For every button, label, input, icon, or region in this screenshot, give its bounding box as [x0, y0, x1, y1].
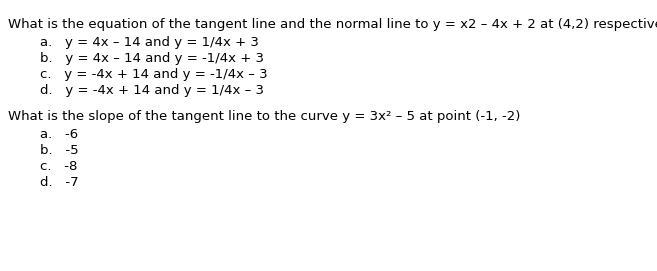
Text: d.   -7: d. -7 [40, 176, 79, 189]
Text: d.   y = -4x + 14 and y = 1/4x – 3: d. y = -4x + 14 and y = 1/4x – 3 [40, 84, 264, 97]
Text: What is the slope of the tangent line to the curve y = 3x² – 5 at point (-1, -2): What is the slope of the tangent line to… [8, 110, 520, 123]
Text: a.   y = 4x – 14 and y = 1/4x + 3: a. y = 4x – 14 and y = 1/4x + 3 [40, 36, 259, 49]
Text: a.   -6: a. -6 [40, 128, 78, 141]
Text: b.   -5: b. -5 [40, 144, 79, 157]
Text: b.   y = 4x – 14 and y = -1/4x + 3: b. y = 4x – 14 and y = -1/4x + 3 [40, 52, 264, 65]
Text: What is the equation of the tangent line and the normal line to y = x2 – 4x + 2 : What is the equation of the tangent line… [8, 18, 657, 31]
Text: c.   -8: c. -8 [40, 160, 78, 173]
Text: c.   y = -4x + 14 and y = -1/4x – 3: c. y = -4x + 14 and y = -1/4x – 3 [40, 68, 267, 81]
